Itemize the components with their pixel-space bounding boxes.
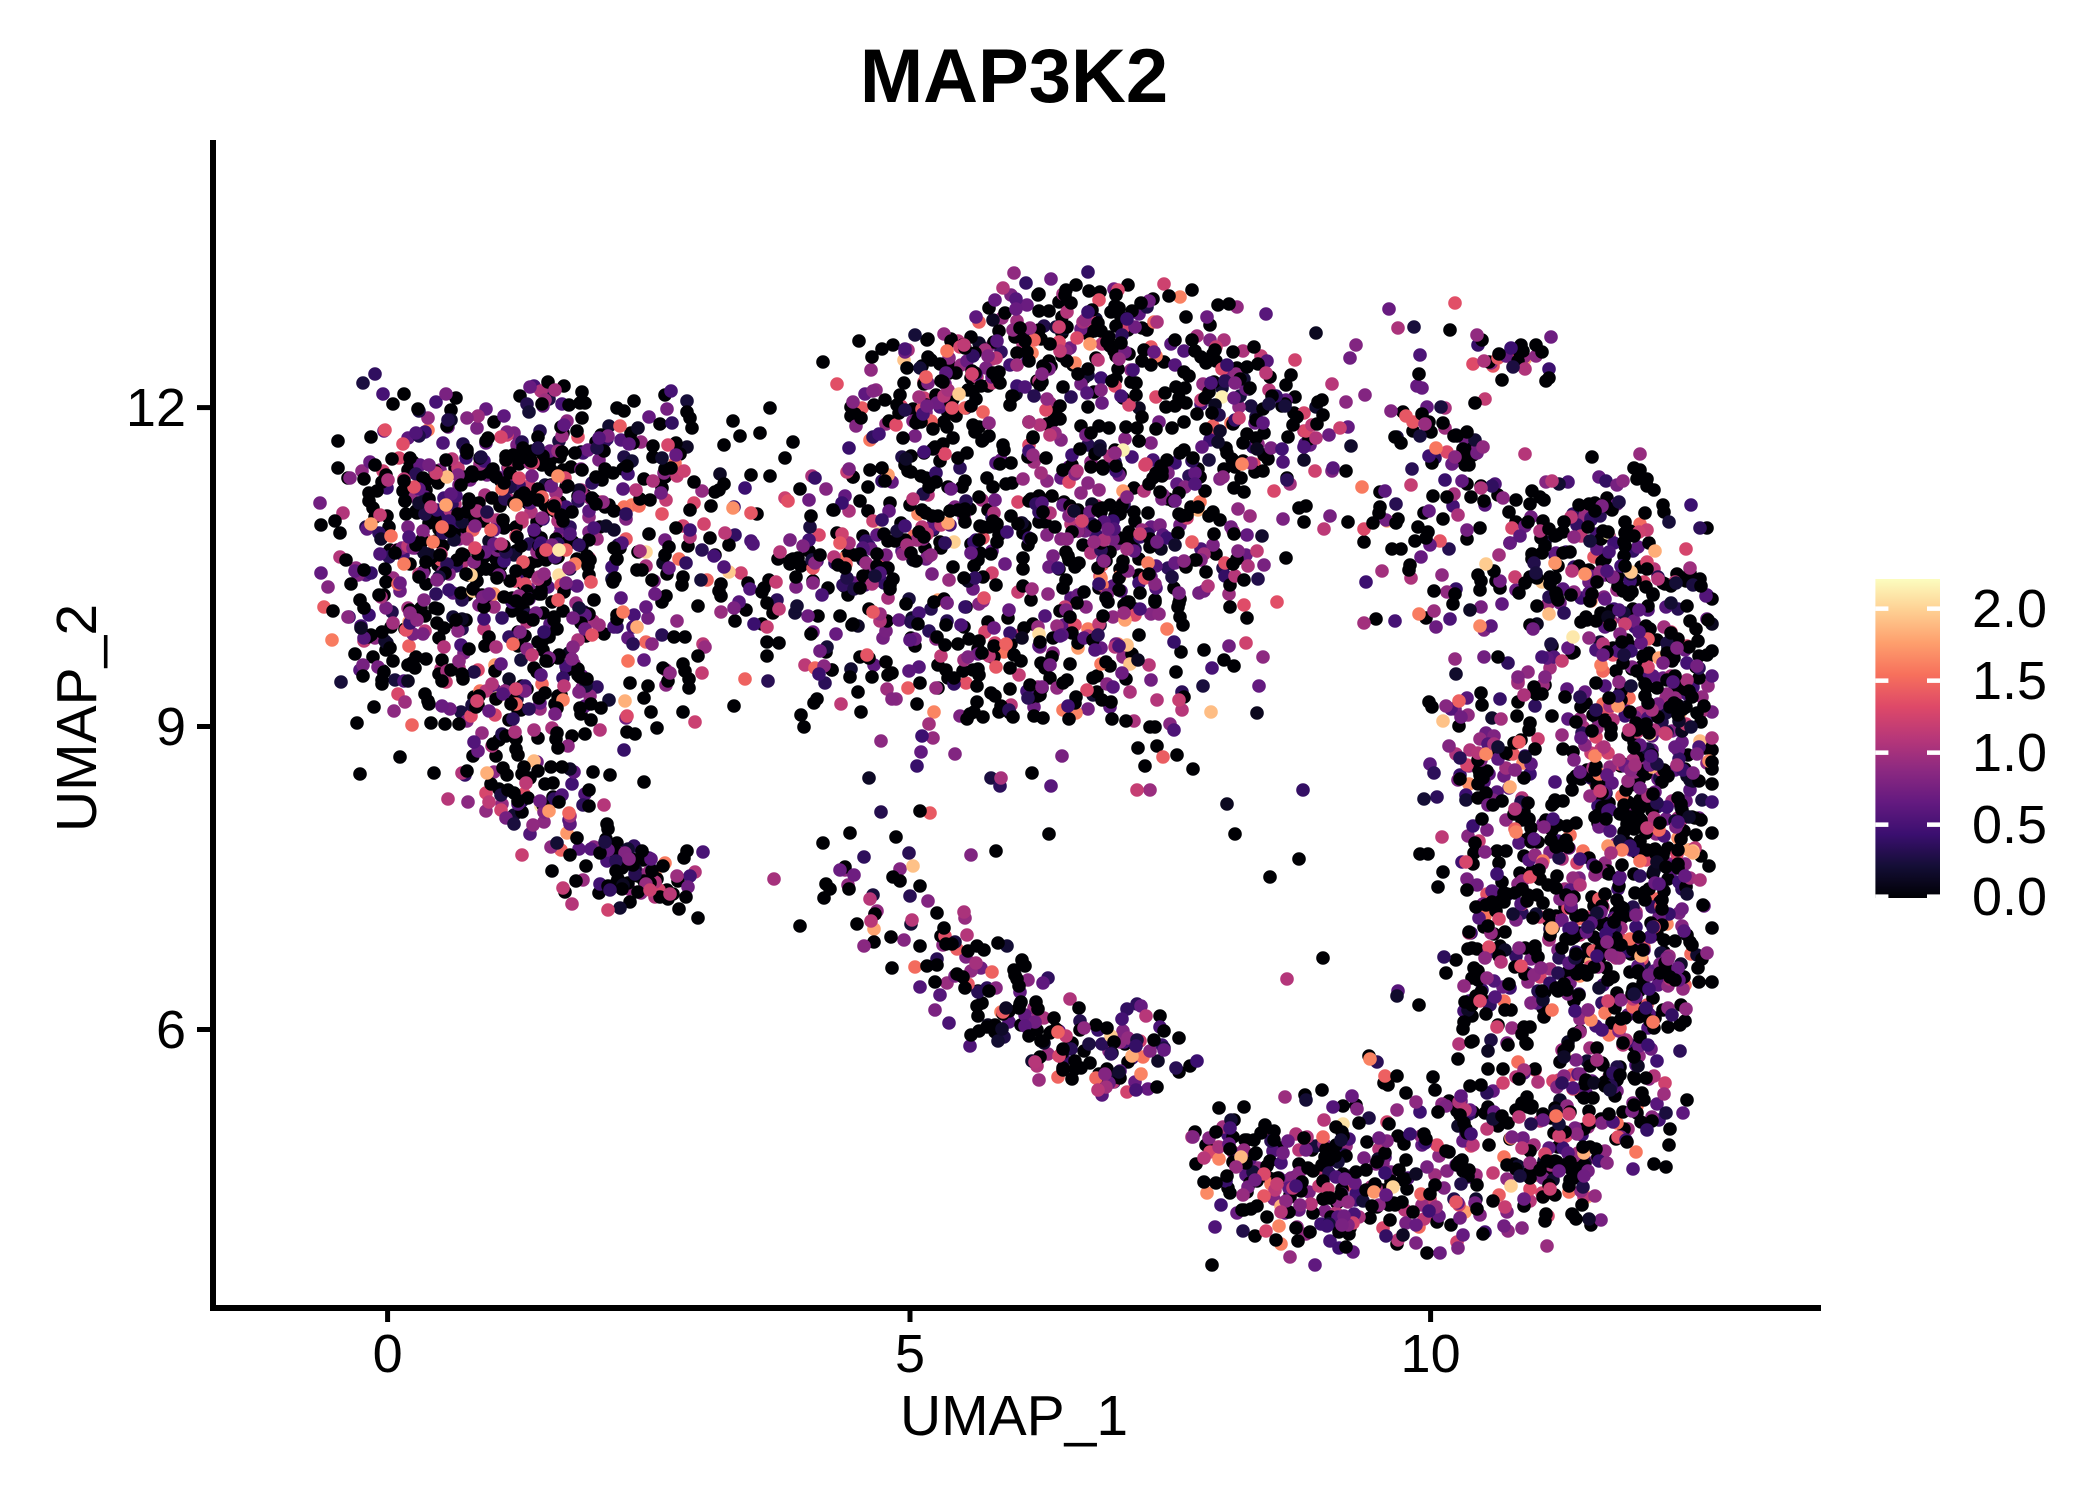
- svg-text:2.0: 2.0: [1972, 579, 2047, 639]
- svg-text:MAP3K2: MAP3K2: [860, 34, 1168, 119]
- svg-text:5: 5: [895, 1324, 925, 1384]
- svg-text:0.0: 0.0: [1972, 867, 2047, 927]
- svg-text:0: 0: [373, 1324, 403, 1384]
- svg-text:9: 9: [156, 697, 186, 757]
- svg-text:10: 10: [1401, 1324, 1461, 1384]
- svg-text:6: 6: [156, 1000, 186, 1060]
- svg-text:12: 12: [126, 378, 186, 438]
- svg-text:1.0: 1.0: [1972, 723, 2047, 783]
- svg-text:UMAP_2: UMAP_2: [45, 604, 109, 832]
- svg-text:0.5: 0.5: [1972, 795, 2047, 855]
- svg-text:UMAP_1: UMAP_1: [900, 1384, 1128, 1448]
- svg-text:1.5: 1.5: [1972, 651, 2047, 711]
